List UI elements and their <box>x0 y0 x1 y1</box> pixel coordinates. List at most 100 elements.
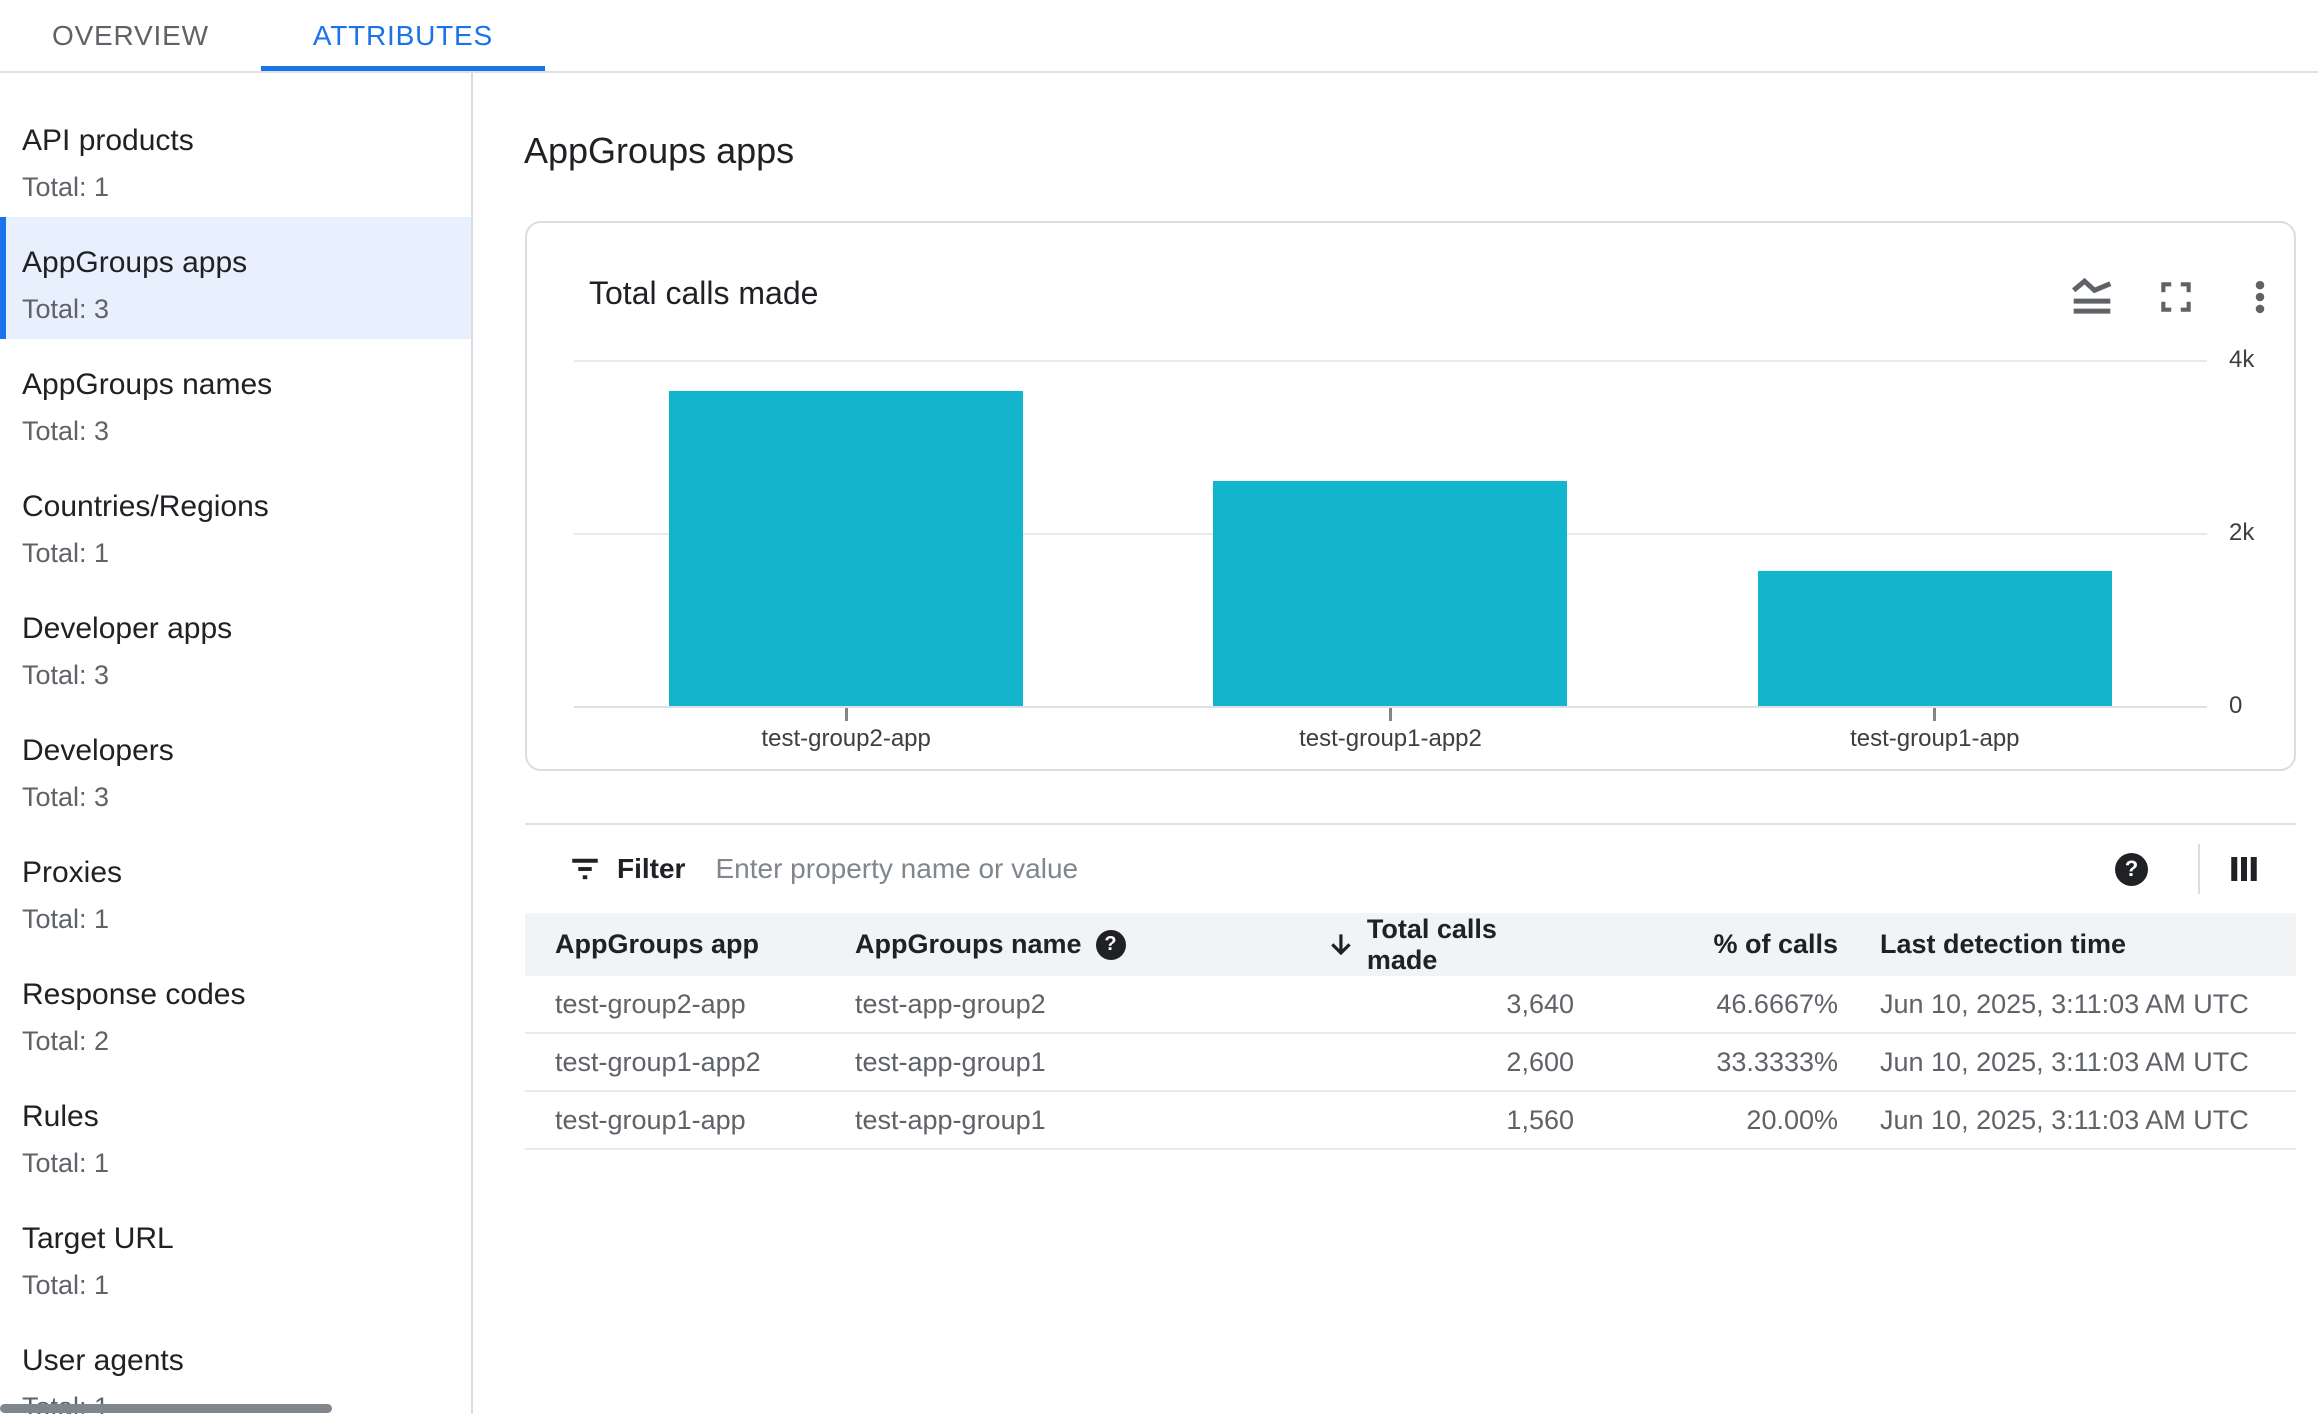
column-header-label: AppGroups name <box>855 929 1082 959</box>
sidebar-item-developers[interactable]: Developers Total: 3 <box>0 705 471 827</box>
help-icon[interactable]: ? <box>1095 929 1126 960</box>
sidebar-nav: API products Total: 1 AppGroups apps Total:… <box>0 95 471 1414</box>
table-cell: test-app-group1 <box>855 1046 1046 1077</box>
bar-test-group1-app2[interactable] <box>1213 481 1568 706</box>
sidebar-item-total: Total: 3 <box>22 294 110 324</box>
x-axis-tick <box>1933 708 1937 721</box>
column-settings-icon[interactable] <box>2226 851 2262 887</box>
sidebar-item-total: Total: 3 <box>22 660 110 690</box>
x-axis-label: test-group1-app <box>1850 725 2020 752</box>
table-cell: test-group1-app <box>555 1104 746 1135</box>
table-row: test-group2-app test-app-group2 3,640 46.66… <box>525 976 2296 1034</box>
sidebar-item-proxies[interactable]: Proxies Total: 1 <box>0 827 471 949</box>
sidebar-item-total: Total: 1 <box>22 1270 110 1300</box>
column-header-total-calls-made[interactable]: Total calls made <box>1325 914 1574 976</box>
table-cell: 3,640 <box>1506 988 1574 1019</box>
sort-desc-arrow-icon <box>1331 933 1351 955</box>
bar-test-group2-app[interactable] <box>669 391 1024 706</box>
table-cell: 2,600 <box>1506 1046 1574 1077</box>
table-header-row: AppGroups app AppGroups name? Total calls … <box>525 913 2296 976</box>
chart-title: Total calls made <box>589 275 819 311</box>
sidebar-item-label: AppGroups apps <box>22 246 248 279</box>
tick-slot <box>669 708 1023 722</box>
sidebar-item-user-agents[interactable]: User agents Total: 1 <box>0 1315 471 1414</box>
x-axis-labels: test-group2-app test-group1-app2 test-grou… <box>574 725 2207 753</box>
tick-slot <box>1758 708 2112 722</box>
x-axis-label: test-group1-app2 <box>1299 725 1482 752</box>
horizontal-scrollbar-thumb[interactable] <box>0 1404 332 1413</box>
table-body: test-group2-app test-app-group2 3,640 46.66… <box>525 976 2296 1150</box>
x-axis-label: test-group2-app <box>761 725 931 752</box>
column-header-of-calls[interactable]: % of calls <box>1574 929 1838 960</box>
more-vert-icon[interactable] <box>2238 275 2282 319</box>
attributes-sidebar: API products Total: 1 AppGroups apps Total:… <box>0 73 473 1414</box>
filter-list-icon <box>567 851 603 887</box>
sidebar-item-developer-apps[interactable]: Developer apps Total: 3 <box>0 583 471 705</box>
sidebar-item-label: Proxies <box>22 856 123 889</box>
bar-slot <box>1757 360 2112 706</box>
table-cell: test-group2-app <box>555 988 746 1019</box>
bar-slot <box>669 360 1024 706</box>
table-cell: test-group1-app2 <box>555 1046 761 1077</box>
chart-toolbar <box>2070 275 2282 319</box>
tab-attributes[interactable]: ATTRIBUTES <box>260 0 546 71</box>
filter-label: Filter <box>617 853 686 884</box>
chart-card: Total calls made test-group2-app test-gro… <box>525 221 2296 771</box>
table-cell: 33.3333% <box>1716 1046 1838 1077</box>
table-cell: 20.00% <box>1746 1104 1838 1135</box>
bars <box>574 360 2207 706</box>
sidebar-item-label: API products <box>22 124 194 157</box>
filter-row: Filter ? <box>525 825 2296 913</box>
y-axis-tick-label: 2k <box>2229 519 2255 546</box>
column-header-appgroups-name[interactable]: AppGroups name? <box>855 929 1325 960</box>
x-axis-ticks <box>574 708 2207 722</box>
fullscreen-icon[interactable] <box>2154 275 2198 319</box>
tab-overview[interactable]: OVERVIEW <box>52 19 209 51</box>
page-title: AppGroups apps <box>524 130 795 171</box>
tick-slot <box>1213 708 1567 722</box>
table-row: test-group1-app2 test-app-group1 2,600 33.3… <box>525 1034 2296 1092</box>
sidebar-item-appgroups-names[interactable]: AppGroups names Total: 3 <box>0 339 471 461</box>
sidebar-item-label: Developer apps <box>22 612 233 645</box>
y-axis-labels: 4k 2k 0 <box>2229 346 2295 719</box>
sidebar-item-total: Total: 3 <box>22 416 110 446</box>
divider <box>2198 844 2200 894</box>
column-header-last-detection-time[interactable]: Last detection time <box>1838 929 2296 960</box>
sidebar-item-label: AppGroups names <box>22 368 273 401</box>
filter-help-icon[interactable]: ? <box>2115 852 2148 886</box>
sidebar-item-countries-regions[interactable]: Countries/Regions Total: 1 <box>0 461 471 583</box>
table-cell: 1,560 <box>1506 1104 1574 1135</box>
sidebar-item-api-products[interactable]: API products Total: 1 <box>0 95 471 217</box>
sidebar-item-appgroups-apps[interactable]: AppGroups apps Total: 3 <box>0 217 471 339</box>
sidebar-item-label: Rules <box>22 1100 99 1133</box>
table-cell: test-app-group2 <box>855 988 1046 1019</box>
table-cell: Jun 10, 2025, 3:11:03 AM UTC <box>1880 1046 2249 1077</box>
x-axis-tick <box>1388 708 1392 721</box>
sidebar-item-label: Response codes <box>22 978 246 1011</box>
sidebar-item-label: Developers <box>22 734 174 767</box>
sidebar-item-total: Total: 1 <box>22 1148 110 1178</box>
table-row: test-group1-app test-app-group1 1,560 20.00… <box>525 1092 2296 1150</box>
sidebar-item-rules[interactable]: Rules Total: 1 <box>0 1071 471 1193</box>
table-cell: 46.6667% <box>1716 988 1838 1019</box>
legend-toggle-icon[interactable] <box>2070 275 2114 319</box>
table-cell: Jun 10, 2025, 3:11:03 AM UTC <box>1880 988 2249 1019</box>
x-axis-tick <box>844 708 848 721</box>
sidebar-item-target-url[interactable]: Target URL Total: 1 <box>0 1193 471 1315</box>
column-header-label: % of calls <box>1713 929 1838 959</box>
sidebar-item-total: Total: 1 <box>22 904 110 934</box>
sidebar-item-total: Total: 2 <box>22 1026 110 1056</box>
gridline <box>574 706 2207 708</box>
tab-bar: OVERVIEW ATTRIBUTES <box>0 0 2318 73</box>
filter-input[interactable] <box>713 852 2115 886</box>
sidebar-item-response-codes[interactable]: Response codes Total: 2 <box>0 949 471 1071</box>
sidebar-item-total: Total: 1 <box>22 172 110 202</box>
bar-test-group1-app[interactable] <box>1757 571 2112 706</box>
sidebar-item-label: User agents <box>22 1344 184 1377</box>
table-cell: test-app-group1 <box>855 1104 1046 1135</box>
sidebar-item-total: Total: 1 <box>22 538 110 568</box>
column-header-label: Total calls made <box>1366 913 1497 975</box>
sidebar-item-label: Target URL <box>22 1222 174 1255</box>
attributes-table-section: Filter ? AppGroups app AppGroups name? Tot… <box>525 823 2296 1150</box>
column-header-appgroups-app[interactable]: AppGroups app <box>525 929 855 960</box>
